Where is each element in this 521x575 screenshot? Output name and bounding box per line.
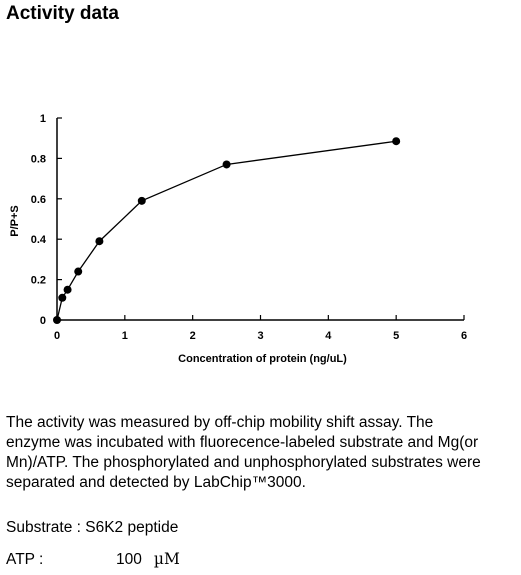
atp-info: ATP : 100 µM [6, 550, 180, 569]
activity-chart: 0 1 2 3 4 5 6 0 0.2 0.4 0.6 0.8 1 Concentration of p… [9, 113, 467, 365]
data-point [58, 293, 67, 302]
atp-value: 100 [116, 551, 142, 568]
description-line: The activity was measured by off-chip mo… [6, 414, 434, 431]
x-axis-label: Concentration of protein (ng/uL) [178, 353, 347, 365]
description-line: separated and detected by LabChip™3000. [6, 474, 306, 491]
atp-label: ATP : [6, 551, 44, 568]
substrate-info: Substrate : S6K2 peptide [6, 519, 179, 536]
data-point [222, 160, 231, 169]
description-line: enzyme was incubated with fluorecence-la… [6, 434, 479, 451]
data-point [63, 285, 72, 294]
atp-unit: µM [153, 550, 180, 568]
y-tick-label: 0 [40, 315, 46, 327]
y-tick-label: 0.2 [31, 275, 46, 287]
page-title: Activity data [6, 3, 119, 24]
data-point [137, 196, 146, 205]
x-tick-label: 3 [257, 330, 263, 342]
chart-ticks: 0 1 2 3 4 5 6 0 0.2 0.4 0.6 0.8 1 [31, 113, 467, 342]
data-point [95, 237, 104, 246]
x-tick-label: 0 [54, 330, 60, 342]
chart-axes [56, 118, 464, 321]
description-line: Mn)/ATP. The phosphorylated and unphosph… [6, 454, 481, 471]
x-tick-label: 2 [190, 330, 196, 342]
y-tick-label: 0.6 [31, 194, 46, 206]
x-tick-label: 6 [461, 330, 467, 342]
data-point [53, 316, 61, 324]
description: The activity was measured by off-chip mo… [6, 413, 516, 493]
data-point [74, 267, 83, 276]
y-tick-label: 1 [40, 113, 46, 125]
data-point [392, 137, 401, 146]
x-tick-label: 1 [122, 330, 128, 342]
y-tick-label: 0.8 [31, 153, 46, 165]
chart-series [53, 137, 401, 324]
y-axis-label: P/P+S [9, 205, 21, 237]
y-tick-label: 0.4 [31, 234, 47, 246]
x-tick-label: 5 [393, 330, 399, 342]
x-tick-label: 4 [325, 330, 332, 342]
